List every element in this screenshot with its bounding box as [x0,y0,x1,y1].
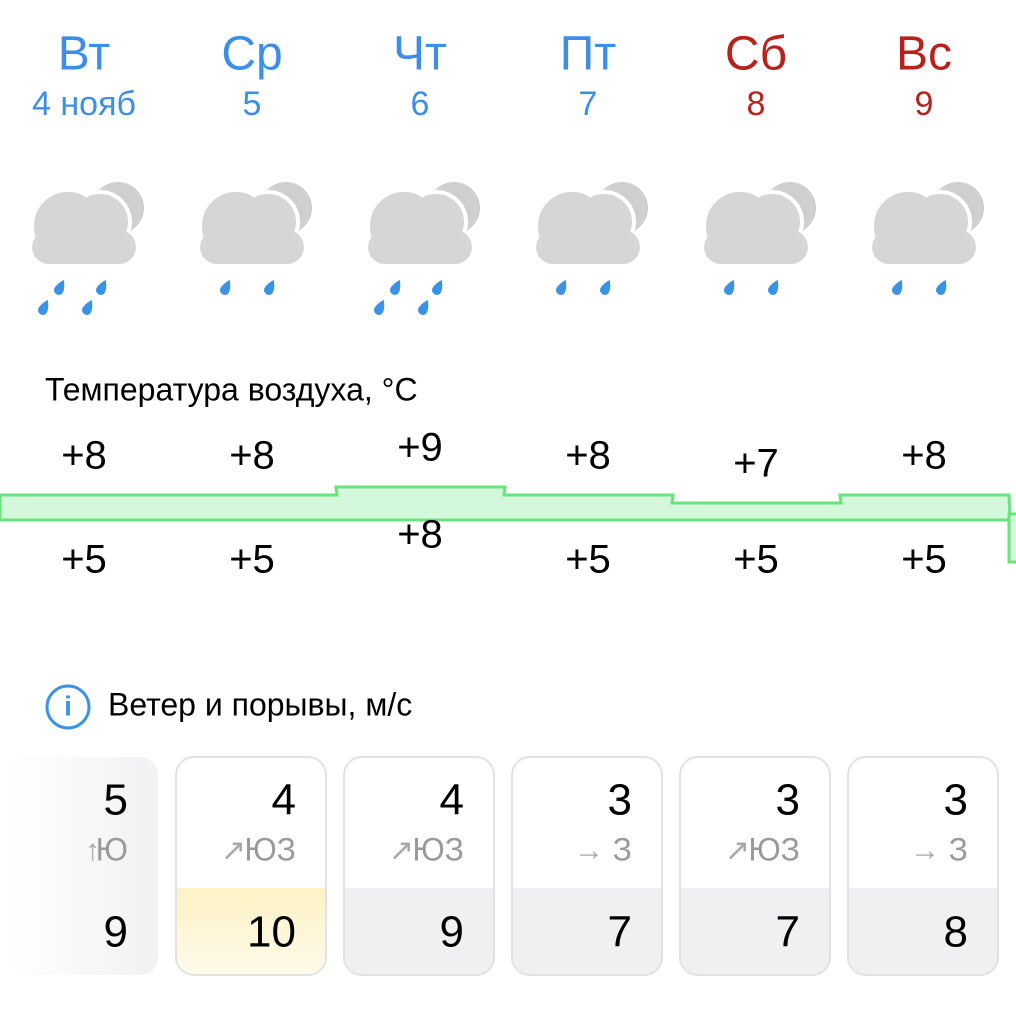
cloud [198,178,316,266]
temperature-band [0,485,1016,564]
wind-arrow: ↑ [85,834,100,867]
wind-direction: ЮЗ [412,831,464,867]
wind-gust: 7 [776,908,800,957]
date: 9 [915,85,934,123]
rain-drop [218,277,234,297]
temperature-band-next [1007,512,1016,564]
wind-gust: 10 [247,908,296,957]
rain-drop [722,277,738,297]
rain-drop [554,277,570,297]
rain-drop [36,297,52,317]
rain-drop [388,277,404,297]
info-icon[interactable] [45,684,91,730]
temp-max: +8 [61,434,107,478]
rain-drop [416,297,432,317]
wind-direction: ЮЗ [244,831,296,867]
rain-icon [366,178,484,317]
rain-drop [372,297,388,317]
date: 5 [243,85,262,123]
date: 4 нояб [32,85,136,123]
wind-arrow: → [910,834,940,867]
temp-max: +9 [397,426,443,470]
temp-min: +5 [901,538,947,582]
wind-card-bottom [513,888,661,974]
rain-icon [870,178,988,297]
temp-min: +5 [61,538,107,582]
wind-card-bottom [345,888,493,974]
day-columns: Вт4 нояб+8+55Ю↑9Ср5+8+54ЮЗ↗10Чт6+9+84ЮЗ↗… [8,28,999,976]
rain-drop [430,277,446,297]
weekday: Вт [58,28,110,81]
rain-drop [766,277,782,297]
wind-arrow: ↗ [221,834,246,867]
wind-speed: 4 [440,776,464,825]
date: 8 [747,85,766,123]
temp-max: +8 [229,434,275,478]
rain-drop [598,277,614,297]
wind-direction: З [949,831,968,867]
date: 6 [411,85,430,123]
temp-min: +5 [229,538,275,582]
rain-icon [702,178,820,297]
weather-icons [30,178,988,317]
rain-drop [890,277,906,297]
temp-max: +8 [901,434,947,478]
rain-icon [534,178,652,297]
wind-card-bottom [177,888,325,974]
wind-direction: З [613,831,632,867]
rain-drop [80,297,96,317]
wind-speed: 4 [272,776,296,825]
temp-max: +7 [733,442,779,486]
wind-card-bottom [849,888,997,974]
rain-drop [94,277,110,297]
rain-drop [934,277,950,297]
wind-title: Ветер и порывы, м/с [108,686,412,722]
wind-gust: 7 [608,908,632,957]
info-icon-glyph[interactable]: i [64,690,72,721]
temp-min: +5 [733,538,779,582]
temp-min: +5 [565,538,611,582]
wind-speed: 5 [104,776,128,825]
wind-gust: 8 [944,908,968,957]
weekday: Вс [896,28,952,81]
weekday: Чт [393,28,447,81]
wind-speed: 3 [944,776,968,825]
rain-icon [30,178,148,317]
temperature-band-area [0,485,1012,522]
rain-icon [198,178,316,297]
wind-card [8,757,158,975]
wind-arrow: ↗ [389,834,414,867]
wind-card-bottom [681,888,829,974]
wind-gust: 9 [440,908,464,957]
cloud [366,178,484,266]
date: 7 [579,85,598,123]
wind-arrow: ↗ [725,834,750,867]
weekday: Сб [725,28,787,81]
wind-direction: ЮЗ [748,831,800,867]
cloud [534,178,652,266]
cloud [702,178,820,266]
weekday: Пт [560,28,617,81]
wind-direction: Ю [96,831,128,867]
temp-max: +8 [565,434,611,478]
wind-speed: 3 [608,776,632,825]
rain-drop [52,277,68,297]
cloud [30,178,148,266]
wind-arrow: → [574,834,604,867]
wind-speed: 3 [776,776,800,825]
temp-min: +8 [397,513,443,557]
rain-drop [262,277,278,297]
weekday: Ср [221,28,282,81]
wind-gust: 9 [104,908,128,957]
temperature-title: Температура воздуха, °С [45,371,418,407]
cloud [870,178,988,266]
